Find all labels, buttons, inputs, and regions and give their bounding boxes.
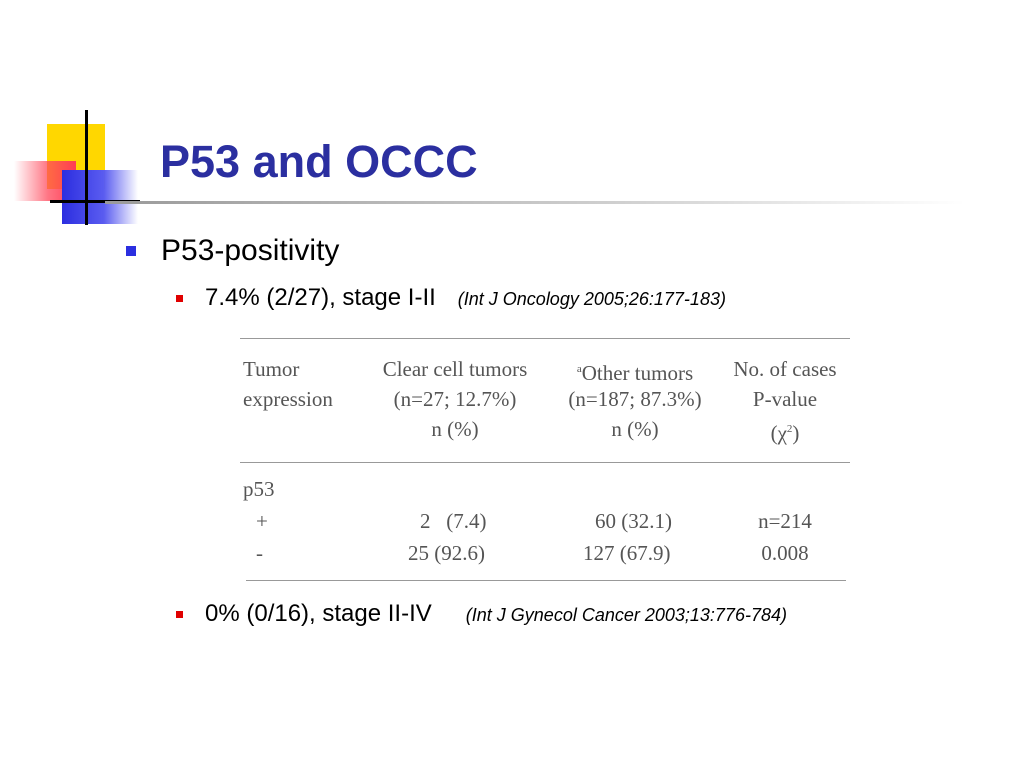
decor-vertical-line — [85, 110, 88, 225]
cell-other: 60 (32.1) — [595, 509, 672, 533]
title-underline — [105, 201, 965, 204]
header-clear-cell: Clear cell tumors — [382, 357, 528, 381]
table-bottom-rule — [246, 580, 846, 581]
group-label: p53 — [243, 477, 275, 501]
header-p-value: P-value — [752, 387, 818, 411]
cell-other: 127 (67.9) — [583, 541, 671, 565]
bullet-level1: P53-positivity — [126, 234, 339, 268]
cell-cases: n=214 — [758, 509, 812, 533]
row-label: - — [256, 541, 263, 565]
sub-bullet-text: 0% (0/16), stage II-IV — [205, 600, 432, 627]
results-table: Tumor expression Clear cell tumors (n=27… — [240, 338, 850, 583]
sub-bullet-2: 0% (0/16), stage II-IV (Int J Gynecol Ca… — [176, 600, 787, 628]
header-expression: expression — [243, 387, 333, 411]
square-bullet-icon — [176, 610, 183, 618]
slide-title: P53 and OCCC — [160, 136, 478, 187]
header-other-unit: n (%) — [611, 417, 659, 441]
table-header-rule — [240, 462, 850, 463]
header-other-n: (n=187; 87.3%) — [568, 387, 702, 411]
bullet-text: P53-positivity — [161, 234, 340, 267]
citation: (Int J Oncology 2005;26:177-183) — [457, 289, 726, 309]
header-clear-cell-n: (n=27; 12.7%) — [393, 387, 517, 411]
sub-bullet-1: 7.4% (2/27), stage I-II (Int J Oncology … — [176, 284, 726, 312]
header-clear-cell-unit: n (%) — [431, 417, 479, 441]
square-bullet-icon — [126, 246, 136, 256]
cell-clear-cell: 25 (92.6) — [408, 541, 485, 565]
header-chi-square: (χ2) — [770, 421, 800, 445]
table-top-rule — [240, 338, 850, 339]
citation: (Int J Gynecol Cancer 2003;13:776-784) — [465, 605, 787, 625]
header-other-tumors: aOther tumors — [576, 361, 694, 385]
row-label: + — [256, 509, 268, 533]
header-no-cases: No. of cases — [733, 357, 837, 381]
header-tumor: Tumor — [243, 357, 300, 381]
decor-blue-square — [62, 170, 138, 224]
cell-cases: 0.008 — [761, 541, 809, 565]
decor-horizontal-line — [50, 200, 140, 203]
square-bullet-icon — [176, 294, 183, 302]
cell-clear-cell: 2 (7.4) — [420, 509, 487, 533]
sub-bullet-text: 7.4% (2/27), stage I-II — [205, 284, 436, 311]
